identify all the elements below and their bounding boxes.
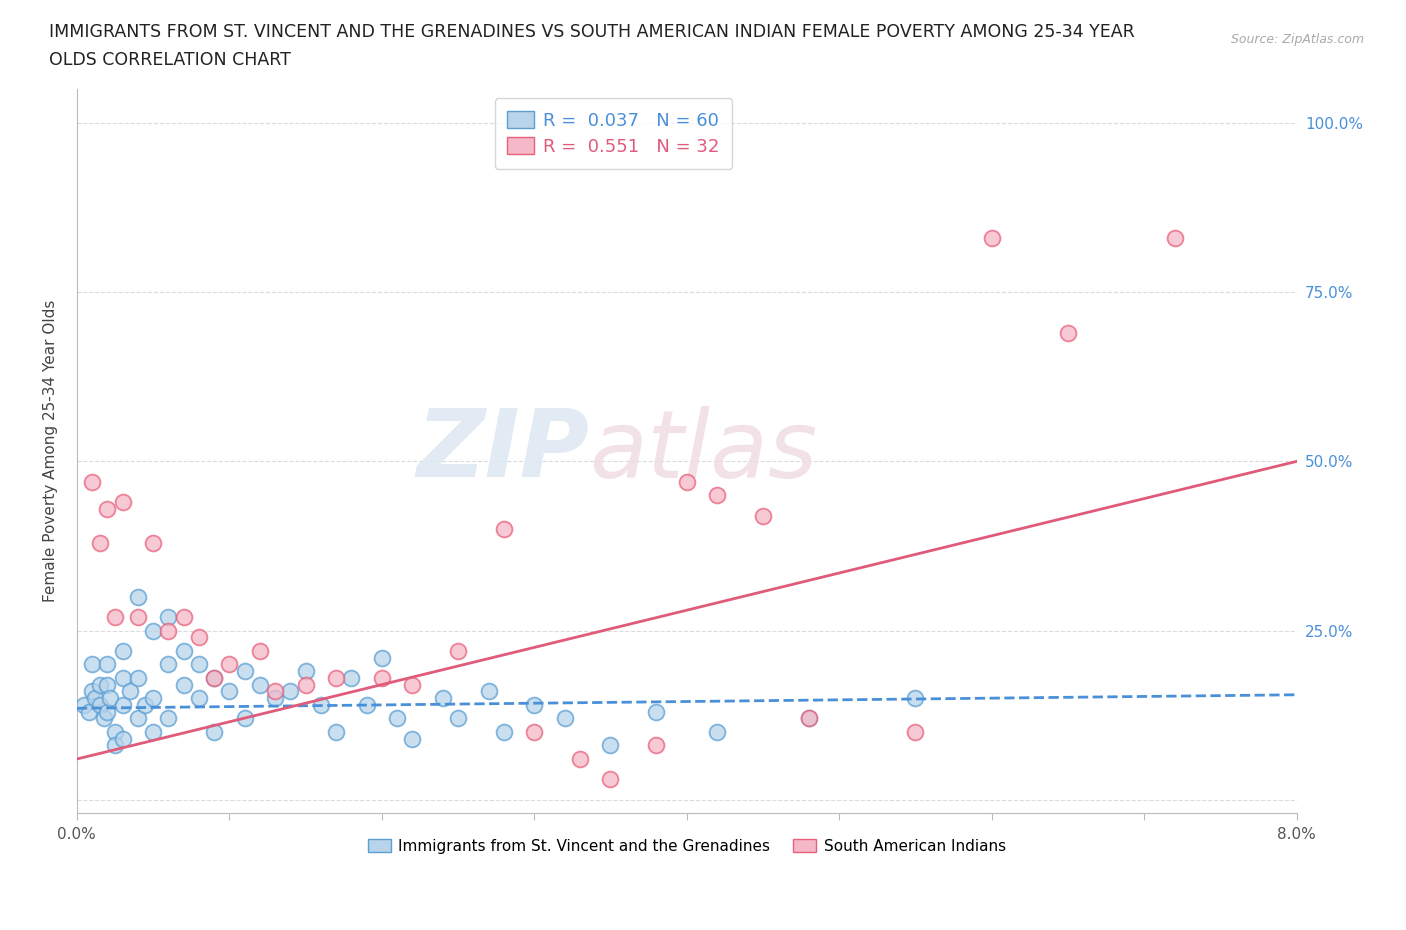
Point xyxy=(157,609,180,624)
Point xyxy=(96,704,118,719)
Point xyxy=(706,488,728,503)
Point xyxy=(187,691,209,706)
Point xyxy=(73,698,96,712)
Point xyxy=(111,644,134,658)
Point xyxy=(249,644,271,658)
Point xyxy=(111,731,134,746)
Point xyxy=(127,609,149,624)
Point xyxy=(569,751,592,766)
Point xyxy=(111,698,134,712)
Point xyxy=(157,711,180,726)
Point xyxy=(96,501,118,516)
Point xyxy=(523,698,546,712)
Point xyxy=(100,691,122,706)
Point xyxy=(89,698,111,712)
Point xyxy=(264,684,287,698)
Point xyxy=(645,738,668,753)
Point xyxy=(356,698,378,712)
Legend: Immigrants from St. Vincent and the Grenadines, South American Indians: Immigrants from St. Vincent and the Gren… xyxy=(361,832,1012,859)
Point xyxy=(173,609,195,624)
Point xyxy=(980,231,1002,246)
Point xyxy=(202,724,225,739)
Point xyxy=(706,724,728,739)
Y-axis label: Female Poverty Among 25-34 Year Olds: Female Poverty Among 25-34 Year Olds xyxy=(44,300,58,603)
Point xyxy=(202,671,225,685)
Point xyxy=(233,664,256,679)
Point xyxy=(187,630,209,644)
Point xyxy=(432,691,454,706)
Point xyxy=(904,691,927,706)
Text: IMMIGRANTS FROM ST. VINCENT AND THE GRENADINES VS SOUTH AMERICAN INDIAN FEMALE P: IMMIGRANTS FROM ST. VINCENT AND THE GREN… xyxy=(49,23,1135,41)
Point xyxy=(401,731,423,746)
Text: ZIP: ZIP xyxy=(416,405,589,498)
Point xyxy=(309,698,332,712)
Point xyxy=(142,623,165,638)
Point xyxy=(264,691,287,706)
Point xyxy=(173,644,195,658)
Point xyxy=(142,691,165,706)
Point xyxy=(96,677,118,692)
Point xyxy=(89,677,111,692)
Point xyxy=(173,677,195,692)
Point xyxy=(294,677,316,692)
Point xyxy=(127,711,149,726)
Point xyxy=(96,657,118,671)
Point xyxy=(477,684,499,698)
Text: OLDS CORRELATION CHART: OLDS CORRELATION CHART xyxy=(49,51,291,69)
Point xyxy=(675,474,697,489)
Point xyxy=(340,671,363,685)
Point xyxy=(77,704,100,719)
Point xyxy=(202,671,225,685)
Point xyxy=(134,698,156,712)
Point xyxy=(554,711,576,726)
Point xyxy=(104,609,127,624)
Text: atlas: atlas xyxy=(589,405,817,497)
Point xyxy=(157,657,180,671)
Point xyxy=(904,724,927,739)
Point xyxy=(371,650,394,665)
Point xyxy=(797,711,820,726)
Point xyxy=(249,677,271,692)
Point xyxy=(127,671,149,685)
Point xyxy=(104,738,127,753)
Point xyxy=(401,677,423,692)
Text: Source: ZipAtlas.com: Source: ZipAtlas.com xyxy=(1230,33,1364,46)
Point xyxy=(447,644,470,658)
Point xyxy=(142,535,165,550)
Point xyxy=(104,724,127,739)
Point xyxy=(599,772,621,787)
Point xyxy=(142,724,165,739)
Point xyxy=(218,657,240,671)
Point xyxy=(127,590,149,604)
Point xyxy=(325,671,347,685)
Point xyxy=(752,508,775,523)
Point xyxy=(1057,326,1080,340)
Point xyxy=(233,711,256,726)
Point xyxy=(371,671,394,685)
Point xyxy=(492,522,515,537)
Point xyxy=(218,684,240,698)
Point xyxy=(82,657,104,671)
Point xyxy=(84,691,107,706)
Point xyxy=(523,724,546,739)
Point xyxy=(89,535,111,550)
Point xyxy=(797,711,820,726)
Point xyxy=(385,711,408,726)
Point xyxy=(120,684,142,698)
Point xyxy=(492,724,515,739)
Point xyxy=(157,623,180,638)
Point xyxy=(325,724,347,739)
Point xyxy=(187,657,209,671)
Point xyxy=(294,664,316,679)
Point xyxy=(93,711,115,726)
Point xyxy=(111,671,134,685)
Point xyxy=(278,684,301,698)
Point xyxy=(82,474,104,489)
Point xyxy=(599,738,621,753)
Point xyxy=(447,711,470,726)
Point xyxy=(82,684,104,698)
Point xyxy=(645,704,668,719)
Point xyxy=(1163,231,1185,246)
Point xyxy=(111,495,134,510)
